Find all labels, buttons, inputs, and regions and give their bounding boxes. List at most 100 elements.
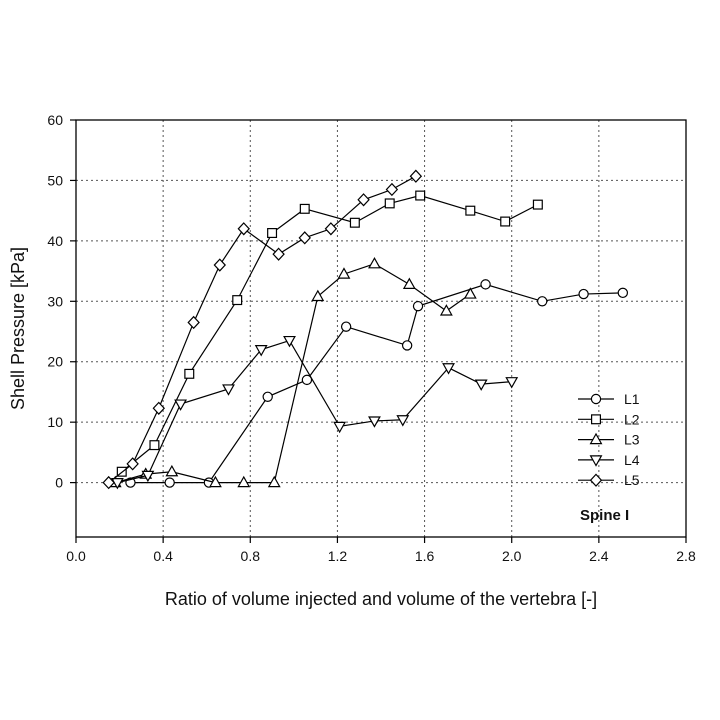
x-tick-label: 0.4: [153, 548, 173, 564]
data-point-l3: [337, 267, 351, 279]
y-tick-label: 40: [47, 233, 63, 249]
data-point-l5: [102, 475, 115, 490]
data-point-l5: [357, 193, 370, 207]
series-l2: [116, 190, 543, 477]
data-point-l2: [532, 199, 543, 210]
data-point-l2: [149, 440, 160, 451]
data-point-l1: [537, 296, 548, 307]
data-point-l4: [283, 335, 296, 348]
data-point-l2: [184, 368, 195, 379]
y-tick-label: 60: [47, 112, 63, 128]
x-tick-label: 1.6: [415, 548, 435, 564]
data-point-l5: [324, 222, 338, 236]
legend-label: L3: [624, 432, 640, 448]
data-point-l3: [165, 464, 179, 477]
legend-marker: [589, 432, 603, 445]
data-point-l2: [500, 216, 511, 227]
data-point-l5: [187, 315, 200, 330]
series-line-l1: [130, 283, 623, 484]
data-point-l1: [164, 477, 175, 488]
series-line-l3: [115, 263, 471, 484]
legend-item-l3: L3: [578, 432, 640, 448]
x-tick-label: 0.8: [241, 548, 261, 564]
data-point-l4: [368, 416, 381, 428]
legend-item-l4: L4: [578, 452, 640, 468]
series-line-l5: [108, 175, 417, 484]
data-point-l5: [409, 169, 423, 183]
legend-label: L1: [624, 391, 640, 407]
x-tick-label: 0.0: [66, 548, 86, 564]
data-point-l3: [439, 304, 453, 316]
series-l4: [110, 335, 519, 490]
series-l1: [125, 279, 629, 488]
data-point-l3: [311, 289, 325, 302]
legend-label: L4: [624, 452, 640, 468]
data-point-l1: [617, 287, 629, 299]
plot-area-frame: [75, 119, 687, 538]
y-axis-label: Shell Pressure [kPa]: [8, 247, 28, 410]
data-point-l4: [333, 421, 347, 434]
data-point-l1: [301, 374, 313, 386]
data-point-l5: [385, 182, 399, 197]
data-point-l2: [415, 190, 426, 201]
data-point-l2: [232, 295, 243, 306]
data-point-l3: [267, 475, 281, 488]
data-point-l4: [474, 379, 488, 391]
data-point-l5: [126, 457, 139, 471]
data-point-l3: [402, 277, 416, 289]
legend-marker: [590, 393, 602, 405]
data-point-l2: [465, 205, 476, 216]
data-point-l4: [222, 384, 235, 396]
legend: L1 L2 L3 L4 L5: [578, 391, 640, 488]
data-point-l4: [141, 470, 155, 483]
legend-label: L2: [624, 411, 640, 427]
data-point-l2: [299, 203, 310, 214]
series-l3: [108, 257, 477, 488]
spine-annotation: Spine I: [580, 507, 629, 524]
legend-marker: [589, 473, 603, 487]
legend-marker: [590, 414, 601, 425]
data-point-l3: [463, 287, 477, 299]
data-point-l1: [262, 391, 273, 402]
data-point-l1: [340, 321, 352, 332]
legend-item-l2: L2: [578, 411, 640, 427]
data-series: [102, 169, 629, 490]
y-tick-label: 20: [47, 354, 63, 370]
data-point-l3: [237, 475, 251, 488]
legend-marker: [589, 455, 603, 467]
y-tick-label: 50: [47, 172, 63, 188]
data-point-l4: [442, 363, 455, 375]
series-l5: [102, 169, 423, 490]
data-point-l3: [209, 475, 222, 488]
data-point-l2: [384, 198, 395, 209]
y-tick-label: 30: [47, 293, 63, 309]
data-point-l4: [396, 415, 410, 427]
data-point-l5: [298, 231, 311, 245]
data-point-l5: [213, 258, 227, 272]
data-point-l1: [578, 288, 589, 300]
data-point-l1: [412, 300, 424, 312]
series-line-l2: [121, 194, 539, 473]
x-axis-label: Ratio of volume injected and volume of t…: [165, 589, 597, 609]
data-point-l3: [368, 257, 381, 269]
data-point-l1: [401, 340, 413, 351]
series-line-l4: [117, 339, 512, 484]
data-point-l2: [267, 228, 278, 239]
legend-label: L5: [624, 472, 640, 488]
y-tick-label: 0: [55, 475, 63, 491]
x-tick-label: 2.4: [589, 548, 609, 564]
x-tick-label: 2.8: [676, 548, 696, 564]
legend-item-l1: L1: [578, 391, 640, 407]
data-point-l5: [272, 247, 285, 261]
data-point-l5: [152, 401, 166, 415]
y-tick-label: 10: [47, 414, 63, 430]
data-point-l4: [110, 478, 124, 490]
data-point-l2: [349, 217, 360, 228]
data-point-l4: [174, 399, 187, 411]
x-tick-label: 1.2: [328, 548, 348, 564]
legend-item-l5: L5: [578, 472, 640, 488]
grid-lines: [76, 120, 686, 537]
axis-ticks: 0.0 0.4 0.8 1.2 1.6 2.0 2.4 2.8 0 10 20 30 40 50 60: [47, 112, 696, 564]
data-point-l1: [480, 279, 491, 290]
data-point-l4: [505, 377, 519, 389]
